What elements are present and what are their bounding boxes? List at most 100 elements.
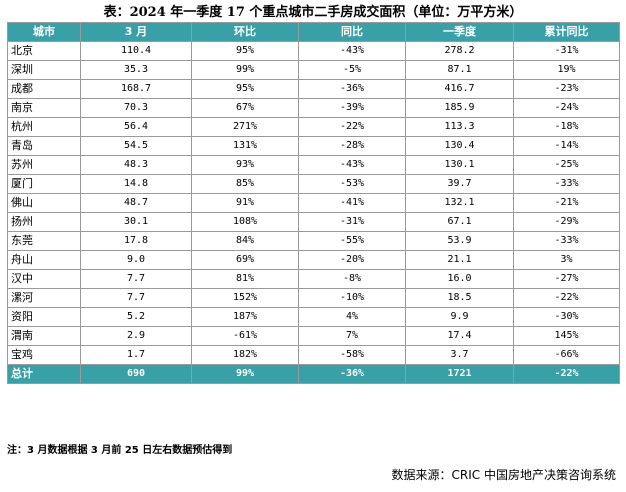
table-row: 渭南 2.9 -61% 7% 17.4 145%	[7, 326, 620, 346]
cell-q1: 17.4	[405, 326, 514, 346]
cell-mom: 95%	[191, 79, 299, 99]
cell-yoy: -22%	[298, 117, 406, 137]
cell-march: 48.3	[80, 155, 192, 175]
table-row: 南京 70.3 67% -39% 185.9 -24%	[7, 98, 620, 118]
cell-city: 宝鸡	[7, 345, 81, 365]
cell-mom: 85%	[191, 174, 299, 194]
data-table: 城市 3 月 环比 同比 一季度 累计同比 北京 110.4 95% -43% 278.…	[7, 22, 620, 384]
cell-city: 杭州	[7, 117, 81, 137]
table-row: 北京 110.4 95% -43% 278.2 -31%	[7, 41, 620, 61]
cell-march: 1.7	[80, 345, 192, 365]
cell-city: 深圳	[7, 60, 81, 80]
cell-cumulative-yoy: -23%	[513, 79, 620, 99]
cell-cumulative-yoy: -66%	[513, 345, 620, 365]
cell-yoy: -58%	[298, 345, 406, 365]
cell-city: 资阳	[7, 307, 81, 327]
cell-q1: 185.9	[405, 98, 514, 118]
cell-yoy: -41%	[298, 193, 406, 213]
total-cell-label: 总计	[7, 364, 81, 384]
cell-city: 南京	[7, 98, 81, 118]
cell-city: 青岛	[7, 136, 81, 156]
cell-march: 7.7	[80, 288, 192, 308]
table-row: 扬州 30.1 108% -31% 67.1 -29%	[7, 212, 620, 232]
cell-yoy: 4%	[298, 307, 406, 327]
cell-mom: 131%	[191, 136, 299, 156]
column-header-yoy: 同比	[298, 22, 406, 42]
table-row: 成都 168.7 95% -36% 416.7 -23%	[7, 79, 620, 99]
cell-cumulative-yoy: -21%	[513, 193, 620, 213]
total-cell-mom: 99%	[191, 364, 299, 384]
cell-city: 舟山	[7, 250, 81, 270]
cell-yoy: -36%	[298, 79, 406, 99]
total-cell-q1: 1721	[405, 364, 514, 384]
cell-march: 5.2	[80, 307, 192, 327]
cell-cumulative-yoy: -18%	[513, 117, 620, 137]
cell-cumulative-yoy: -24%	[513, 98, 620, 118]
cell-march: 17.8	[80, 231, 192, 251]
cell-mom: 69%	[191, 250, 299, 270]
table-row: 苏州 48.3 93% -43% 130.1 -25%	[7, 155, 620, 175]
cell-cumulative-yoy: 19%	[513, 60, 620, 80]
data-source: 数据来源：CRIC 中国房地产决策咨询系统	[391, 468, 616, 482]
cell-city: 漯河	[7, 288, 81, 308]
cell-yoy: -43%	[298, 41, 406, 61]
cell-cumulative-yoy: 145%	[513, 326, 620, 346]
cell-city: 汉中	[7, 269, 81, 289]
table-row: 厦门 14.8 85% -53% 39.7 -33%	[7, 174, 620, 194]
cell-cumulative-yoy: -29%	[513, 212, 620, 232]
column-header-mom: 环比	[191, 22, 299, 42]
table-body: 北京 110.4 95% -43% 278.2 -31% 深圳 35.3 99% -5% 87.1 1…	[7, 41, 620, 365]
cell-yoy: -8%	[298, 269, 406, 289]
cell-cumulative-yoy: -22%	[513, 288, 620, 308]
cell-q1: 3.7	[405, 345, 514, 365]
cell-q1: 132.1	[405, 193, 514, 213]
cell-q1: 16.0	[405, 269, 514, 289]
table-row: 深圳 35.3 99% -5% 87.1 19%	[7, 60, 620, 80]
total-cell-yoy: -36%	[298, 364, 406, 384]
cell-march: 9.0	[80, 250, 192, 270]
footnote: 注：3 月数据根据 3 月前 25 日左右数据预估得到	[7, 445, 233, 456]
table-row: 杭州 56.4 271% -22% 113.3 -18%	[7, 117, 620, 137]
cell-cumulative-yoy: -25%	[513, 155, 620, 175]
cell-q1: 18.5	[405, 288, 514, 308]
cell-mom: 95%	[191, 41, 299, 61]
cell-mom: 67%	[191, 98, 299, 118]
table-row: 佛山 48.7 91% -41% 132.1 -21%	[7, 193, 620, 213]
cell-mom: 271%	[191, 117, 299, 137]
cell-city: 佛山	[7, 193, 81, 213]
cell-yoy: -43%	[298, 155, 406, 175]
column-header-q1: 一季度	[405, 22, 514, 42]
cell-city: 北京	[7, 41, 81, 61]
cell-yoy: -10%	[298, 288, 406, 308]
cell-q1: 21.1	[405, 250, 514, 270]
cell-mom: 93%	[191, 155, 299, 175]
cell-q1: 113.3	[405, 117, 514, 137]
cell-cumulative-yoy: -30%	[513, 307, 620, 327]
cell-city: 厦门	[7, 174, 81, 194]
cell-q1: 87.1	[405, 60, 514, 80]
cell-mom: 81%	[191, 269, 299, 289]
column-header-cumulative-yoy: 累计同比	[513, 22, 620, 42]
total-cell-march: 690	[80, 364, 192, 384]
cell-city: 东莞	[7, 231, 81, 251]
cell-march: 30.1	[80, 212, 192, 232]
table-row: 青岛 54.5 131% -28% 130.4 -14%	[7, 136, 620, 156]
cell-q1: 416.7	[405, 79, 514, 99]
cell-march: 7.7	[80, 269, 192, 289]
cell-mom: -61%	[191, 326, 299, 346]
cell-q1: 39.7	[405, 174, 514, 194]
table-row: 东莞 17.8 84% -55% 53.9 -33%	[7, 231, 620, 251]
cell-march: 168.7	[80, 79, 192, 99]
cell-q1: 53.9	[405, 231, 514, 251]
table-title: 表：2024 年一季度 17 个重点城市二手房成交面积（单位：万平方米）	[103, 5, 523, 20]
cell-yoy: -53%	[298, 174, 406, 194]
cell-mom: 84%	[191, 231, 299, 251]
cell-march: 14.8	[80, 174, 192, 194]
cell-cumulative-yoy: 3%	[513, 250, 620, 270]
cell-yoy: -55%	[298, 231, 406, 251]
cell-march: 35.3	[80, 60, 192, 80]
cell-city: 苏州	[7, 155, 81, 175]
cell-cumulative-yoy: -14%	[513, 136, 620, 156]
cell-march: 56.4	[80, 117, 192, 137]
cell-cumulative-yoy: -31%	[513, 41, 620, 61]
